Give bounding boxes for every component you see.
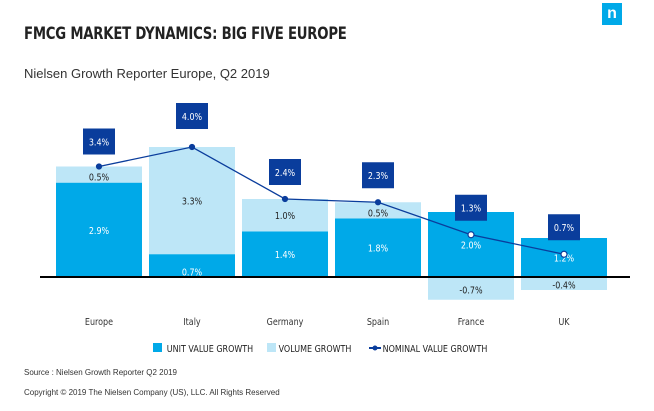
category-label: UK bbox=[558, 317, 570, 328]
copyright: Copyright © 2019 The Nielsen Company (US… bbox=[24, 388, 280, 397]
nominal-value-box bbox=[176, 103, 208, 129]
volume-label: -0.7% bbox=[459, 286, 483, 297]
category-label: Italy bbox=[183, 317, 201, 328]
nominal-value-box bbox=[548, 214, 580, 241]
legend-volume-label: VOLUME GROWTH bbox=[279, 344, 352, 355]
nominal-value-box bbox=[455, 194, 487, 221]
nominal-value-point bbox=[95, 163, 103, 170]
bar-unit-value-growth bbox=[56, 182, 142, 277]
page-subtitle: Nielsen Growth Reporter Europe, Q2 2019 bbox=[24, 66, 270, 81]
nominal-value-label: 2.4% bbox=[275, 168, 296, 179]
nominal-value-label: 1.3% bbox=[461, 204, 482, 215]
bar-volume-growth bbox=[242, 199, 328, 232]
category-label: France bbox=[458, 317, 485, 328]
nominal-value-point bbox=[281, 195, 289, 203]
unit-value-label: 0.7% bbox=[182, 268, 203, 279]
nominal-value-point bbox=[467, 231, 475, 239]
nominal-value-point bbox=[188, 143, 196, 151]
nominal-value-box bbox=[269, 159, 301, 185]
legend-unit-value-swatch bbox=[153, 343, 162, 352]
legend-nominal-point bbox=[372, 345, 378, 351]
bar-unit-value-growth bbox=[149, 254, 235, 277]
nominal-value-line bbox=[98, 146, 565, 255]
category-label: Germany bbox=[267, 317, 304, 328]
nominal-value-label: 4.0% bbox=[182, 112, 203, 123]
unit-value-label: 2.9% bbox=[89, 226, 110, 237]
bar-volume-growth bbox=[335, 202, 421, 219]
page-title: FMCG MARKET DYNAMICS: BIG FIVE EUROPE bbox=[24, 24, 347, 44]
nominal-value-point bbox=[560, 250, 568, 258]
legend-volume-swatch bbox=[267, 343, 276, 352]
nominal-value-point bbox=[374, 199, 382, 206]
unit-value-label: 1.2% bbox=[554, 254, 575, 265]
bar-volume-growth bbox=[521, 277, 607, 290]
nominal-value-label: 3.4% bbox=[89, 138, 110, 149]
volume-label: 1.0% bbox=[275, 212, 296, 223]
chart: 2.9% 0.5% Europe 3.4% 0.7% 3.3% Italy 4.0% 1.4% 1… bbox=[40, 103, 630, 355]
legend-nominal-label: NOMINAL VALUE GROWTH bbox=[383, 344, 488, 355]
volume-label: 3.3% bbox=[182, 197, 203, 208]
bar-unit-value-growth bbox=[335, 218, 421, 277]
bar-volume-growth bbox=[149, 147, 235, 255]
nominal-value-label: 2.3% bbox=[368, 172, 389, 183]
unit-value-label: 1.4% bbox=[275, 251, 296, 262]
volume-label: 0.5% bbox=[368, 209, 389, 220]
category-label: Europe bbox=[85, 317, 113, 328]
unit-value-label: 2.0% bbox=[461, 241, 482, 252]
category-label: Spain bbox=[367, 317, 389, 328]
unit-value-label: 1.8% bbox=[368, 244, 389, 255]
source-note: Source : Nielsen Growth Reporter Q2 2019 bbox=[24, 368, 177, 377]
bar-unit-value-growth bbox=[428, 212, 514, 277]
bar-unit-value-growth bbox=[242, 231, 328, 277]
bar-volume-growth bbox=[428, 277, 514, 300]
volume-label: -0.4% bbox=[552, 281, 576, 292]
nominal-value-box bbox=[362, 162, 394, 189]
bar-volume-growth bbox=[56, 166, 142, 183]
nominal-value-label: 0.7% bbox=[554, 224, 575, 235]
nielsen-logo: n bbox=[602, 3, 622, 25]
nominal-value-box bbox=[83, 128, 115, 155]
volume-label: 0.5% bbox=[89, 173, 110, 184]
legend-unit-value-label: UNIT VALUE GROWTH bbox=[167, 344, 253, 355]
